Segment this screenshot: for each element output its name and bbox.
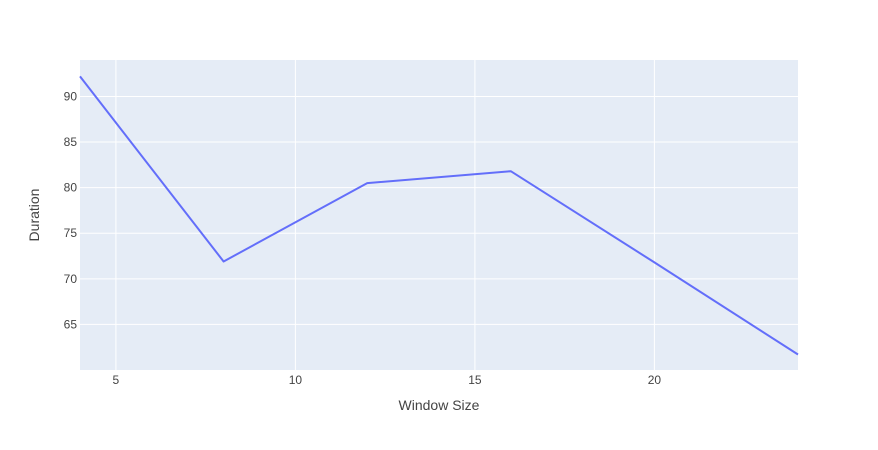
y-tick-label: 65 [64, 317, 78, 331]
x-tick-label: 20 [648, 373, 662, 387]
y-tick-label: 80 [64, 181, 78, 195]
x-axis-title: Window Size [399, 397, 480, 413]
y-axis-title: Duration [26, 189, 42, 242]
grid-lines [80, 60, 798, 370]
y-axis-ticks: 65 70 75 80 85 90 [64, 89, 78, 331]
x-tick-label: 5 [113, 373, 120, 387]
y-tick-label: 85 [64, 135, 78, 149]
x-tick-label: 10 [289, 373, 303, 387]
series-layer [79, 75, 799, 356]
y-tick-label: 90 [64, 89, 78, 103]
x-tick-label: 15 [468, 373, 482, 387]
y-tick-label: 70 [64, 272, 78, 286]
series-line [79, 75, 799, 356]
plot-area [80, 60, 798, 370]
y-tick-label: 75 [64, 226, 78, 240]
x-axis-ticks: 5 10 15 20 [113, 373, 662, 387]
